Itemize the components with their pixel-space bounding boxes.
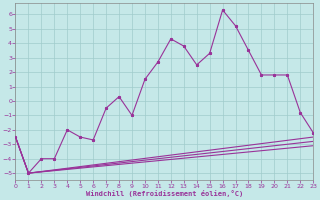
- X-axis label: Windchill (Refroidissement éolien,°C): Windchill (Refroidissement éolien,°C): [86, 190, 243, 197]
